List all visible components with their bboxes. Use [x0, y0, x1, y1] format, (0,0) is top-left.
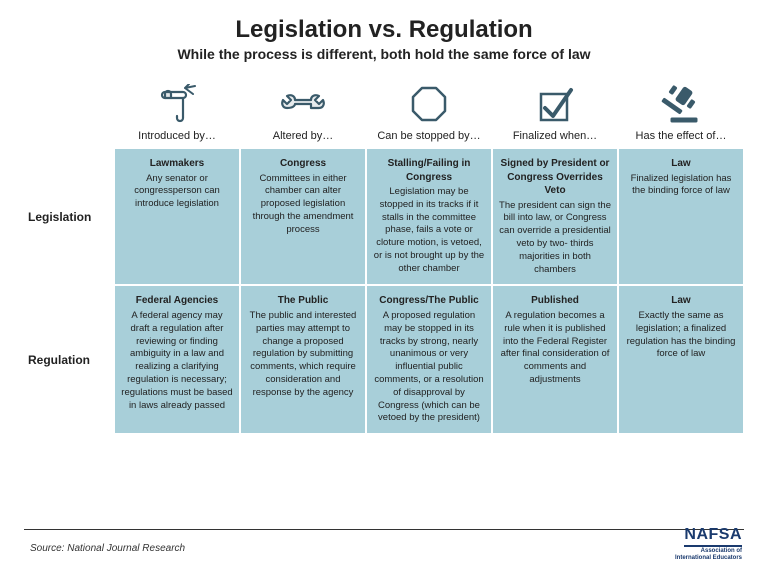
cell-body: Any senator or congressperson can introd…	[121, 173, 233, 211]
cell-body: A proposed regulation may be stopped in …	[373, 310, 485, 425]
logo-sub: International Educators	[675, 555, 742, 562]
col-header: Finalized when…	[492, 126, 618, 148]
cell-title: Federal Agencies	[121, 294, 233, 308]
cell-body: A regulation becomes a rule when it is p…	[499, 310, 611, 387]
col-header: Introduced by…	[114, 126, 240, 148]
cell-title: Law	[625, 157, 737, 171]
wrench-icon	[240, 72, 366, 126]
row-label-regulation: Regulation	[24, 285, 114, 434]
table-cell: Signed by President or Congress Override…	[492, 148, 618, 285]
cell-title: Law	[625, 294, 737, 308]
cell-title: Published	[499, 294, 611, 308]
checkbox-icon	[492, 72, 618, 126]
cell-body: A federal agency may draft a regulation …	[121, 310, 233, 413]
source-text: Source: National Journal Research	[30, 543, 185, 554]
col-header: Altered by…	[240, 126, 366, 148]
cell-body: Legislation may be stopped in its tracks…	[373, 186, 485, 276]
cell-title: Signed by President or Congress Override…	[499, 157, 611, 198]
logo-main: NAFSA	[684, 526, 742, 547]
table-cell: Federal Agencies A federal agency may dr…	[114, 285, 240, 434]
cell-body: Exactly the same as legislation; a final…	[625, 310, 737, 361]
row-label-legislation: Legislation	[24, 148, 114, 285]
col-header: Can be stopped by…	[366, 126, 492, 148]
cell-body: The public and interested parties may at…	[247, 310, 359, 400]
cell-body: Finalized legislation has the binding fo…	[625, 173, 737, 199]
table-cell: Law Finalized legislation has the bindin…	[618, 148, 744, 285]
table-cell: The Public The public and interested par…	[240, 285, 366, 434]
cell-title: The Public	[247, 294, 359, 308]
scroll-icon	[114, 72, 240, 126]
cell-title: Lawmakers	[121, 157, 233, 171]
logo-sub: Association of	[675, 548, 742, 555]
table-cell: Congress Committees in either chamber ca…	[240, 148, 366, 285]
comparison-table: Introduced by… Altered by… Can be stoppe…	[24, 72, 744, 434]
nafsa-logo: NAFSA Association of International Educa…	[675, 526, 742, 562]
gavel-icon	[618, 72, 744, 126]
page-subtitle: While the process is different, both hol…	[24, 46, 744, 62]
table-cell: Published A regulation becomes a rule wh…	[492, 285, 618, 434]
cell-title: Congress	[247, 157, 359, 171]
table-cell: Law Exactly the same as legislation; a f…	[618, 285, 744, 434]
table-cell: Congress/The Public A proposed regulatio…	[366, 285, 492, 434]
cell-title: Stalling/Failing in Congress	[373, 157, 485, 184]
cell-body: The president can sign the bill into law…	[499, 200, 611, 277]
cell-title: Congress/The Public	[373, 294, 485, 308]
footer-divider	[24, 529, 744, 530]
table-cell: Stalling/Failing in Congress Legislation…	[366, 148, 492, 285]
stop-sign-icon	[366, 72, 492, 126]
page-title: Legislation vs. Regulation	[24, 16, 744, 44]
cell-body: Committees in either chamber can alter p…	[247, 173, 359, 237]
table-cell: Lawmakers Any senator or congressperson …	[114, 148, 240, 285]
col-header: Has the effect of…	[618, 126, 744, 148]
